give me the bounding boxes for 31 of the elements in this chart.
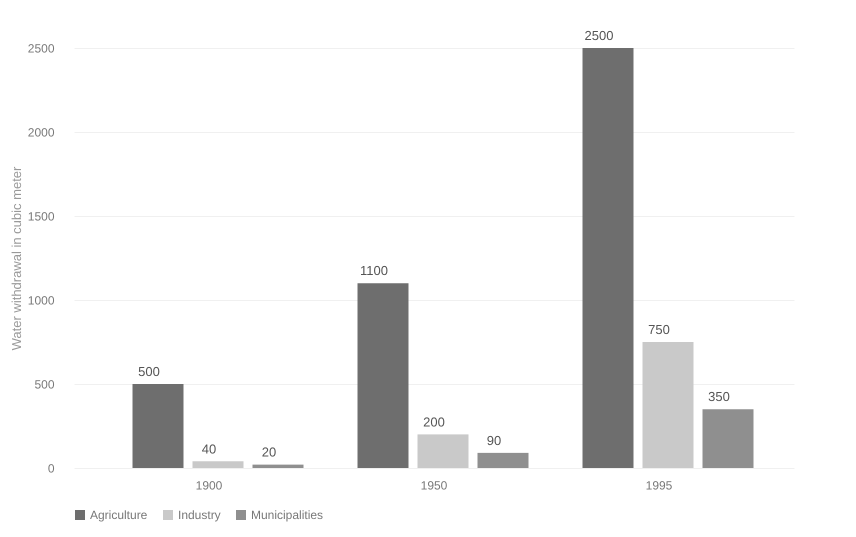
data-label: 350: [708, 389, 730, 404]
data-label: 200: [423, 414, 445, 430]
y-tick-label: 1500: [28, 210, 55, 224]
data-label: 40: [202, 441, 216, 456]
y-tick-label: 2500: [28, 42, 55, 56]
bar: [132, 384, 184, 468]
data-label: 500: [138, 364, 160, 379]
bar: [642, 342, 694, 468]
y-tick-label: 500: [34, 378, 55, 392]
y-axis-title: Water withdrawal in cubic meter: [8, 166, 24, 350]
data-label: 1100: [360, 263, 388, 278]
x-tick-label: 1995: [646, 478, 673, 492]
bar: [358, 283, 408, 468]
legend-label: Industry: [178, 508, 221, 522]
legend-label: Municipalities: [251, 508, 324, 522]
x-tick-label: 1900: [196, 478, 223, 492]
bar: [478, 452, 528, 468]
data-label: 750: [648, 322, 670, 337]
y-tick-label: 1000: [28, 294, 55, 308]
bar: [252, 464, 304, 468]
legend-label: Agriculture: [90, 508, 148, 522]
bar: [582, 48, 634, 468]
bar: [702, 409, 754, 468]
bar: [192, 461, 244, 468]
y-tick-label: 2000: [28, 126, 55, 140]
x-tick-label: 1950: [420, 478, 448, 492]
y-tick-label: 0: [48, 462, 55, 476]
data-label: 20: [262, 444, 276, 460]
data-label: 90: [486, 432, 502, 448]
bar: [418, 434, 468, 468]
data-label: 2500: [584, 28, 614, 43]
